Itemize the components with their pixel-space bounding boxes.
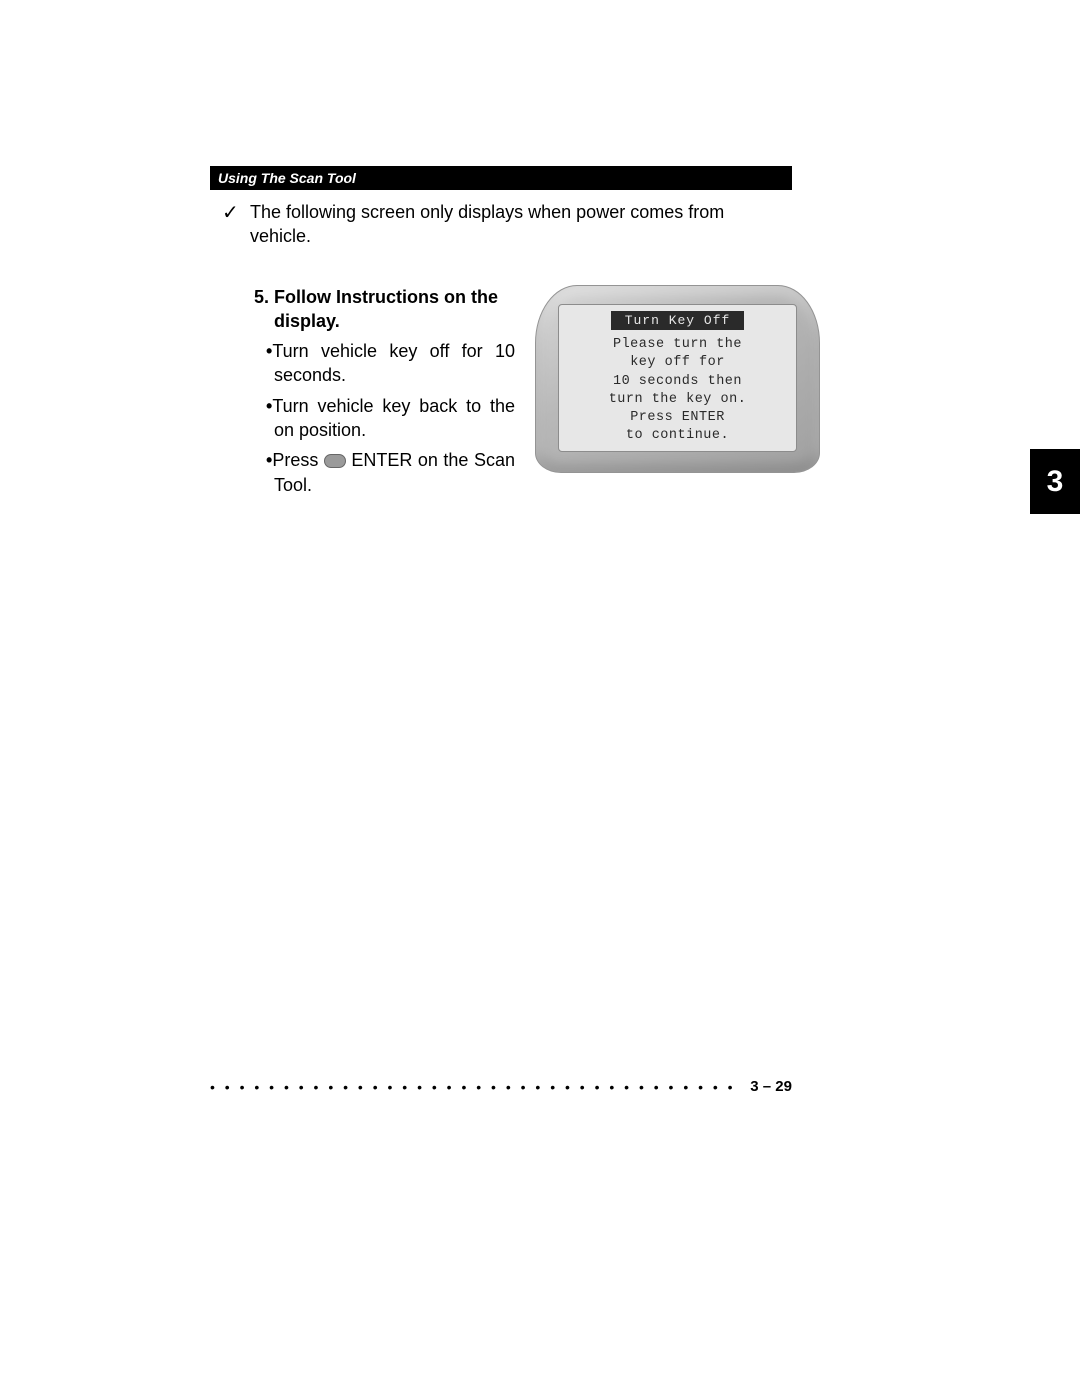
screen-line: Please turn the <box>613 336 742 354</box>
screen-line: to continue. <box>626 427 729 445</box>
footer-dots: • • • • • • • • • • • • • • • • • • • • … <box>210 1079 742 1095</box>
chapter-tab: 3 <box>1030 449 1080 514</box>
screen-line: 10 seconds then <box>613 373 742 391</box>
note-text: The following screen only displays when … <box>250 202 724 246</box>
screen-line: turn the key on. <box>609 391 747 409</box>
two-column-layout: 5. Follow Instructions on the display. •… <box>210 285 882 503</box>
bullet-item: •Turn vehicle key back to the on positio… <box>270 394 515 443</box>
instructions-column: 5. Follow Instructions on the display. •… <box>210 285 515 503</box>
screen-title: Turn Key Off <box>611 311 745 331</box>
bullet-text: Turn vehicle key back to the on position… <box>272 396 515 440</box>
enter-button-icon <box>324 454 346 468</box>
bullet-text: Turn vehicle key off for 10 seconds. <box>272 341 515 385</box>
scan-tool-device: Turn Key Off Please turn the key off for… <box>535 285 820 473</box>
step-heading: 5. Follow Instructions on the display. <box>270 285 515 334</box>
section-header: Using The Scan Tool <box>210 166 792 190</box>
step-title: Follow Instructions on the display. <box>274 287 498 331</box>
device-screen: Turn Key Off Please turn the key off for… <box>558 304 797 452</box>
screen-line: Press ENTER <box>630 409 725 427</box>
screen-line: key off for <box>630 354 725 372</box>
chapter-number: 3 <box>1047 465 1064 499</box>
step-number: 5. <box>254 287 269 307</box>
section-title: Using The Scan Tool <box>218 170 356 186</box>
page-number: 3 – 29 <box>742 1078 792 1095</box>
device-column: Turn Key Off Please turn the key off for… <box>535 285 820 473</box>
page-content: Using The Scan Tool ✓ The following scre… <box>210 166 882 503</box>
page-footer: • • • • • • • • • • • • • • • • • • • • … <box>210 1078 792 1095</box>
bullet-item: •Turn vehicle key off for 10 seconds. <box>270 339 515 388</box>
press-prefix: Press <box>272 450 318 470</box>
checkmark-icon: ✓ <box>222 200 239 227</box>
note-block: ✓ The following screen only displays whe… <box>210 200 770 249</box>
bullet-item: •Press ENTER on the Scan Tool. <box>270 448 515 497</box>
